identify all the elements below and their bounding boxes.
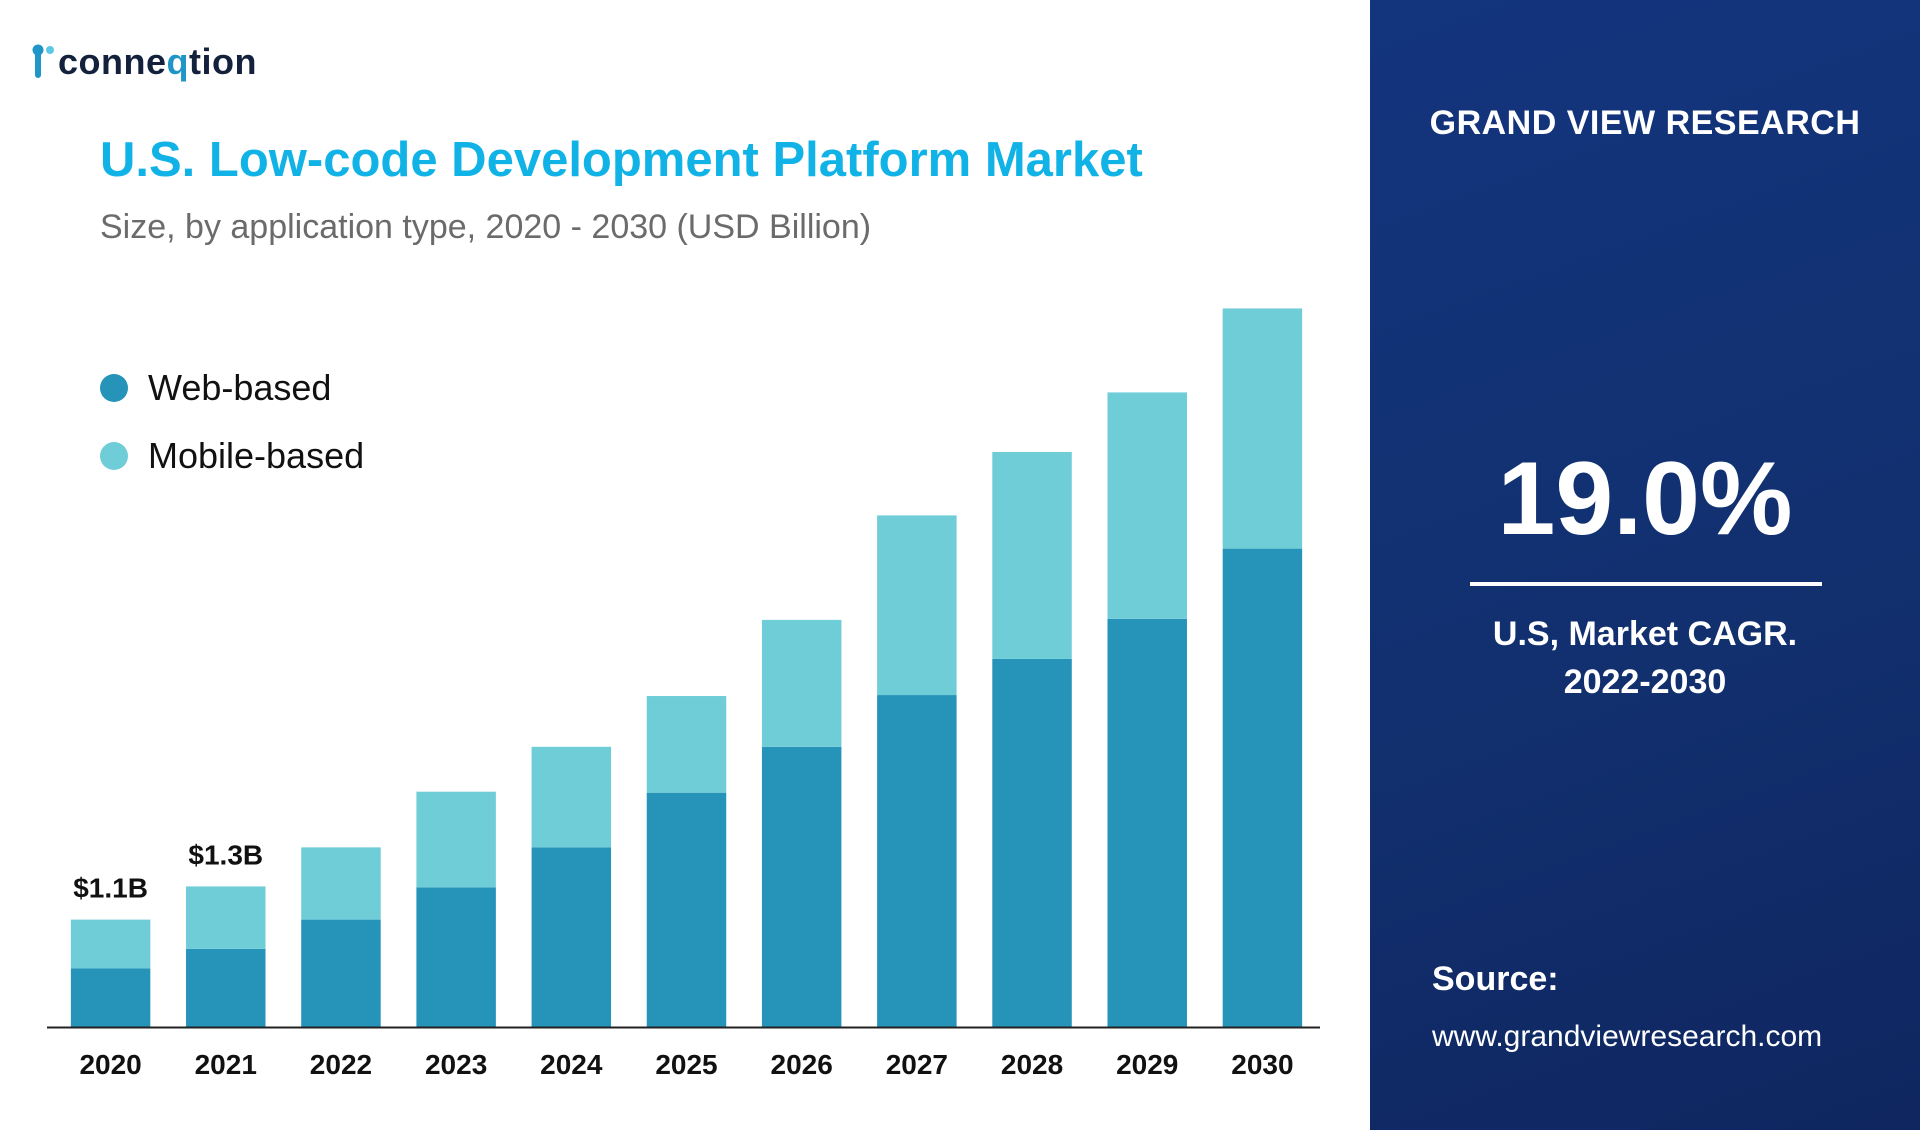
- logo-text-end: tion: [189, 41, 257, 82]
- bar-web-based-2022: [301, 919, 381, 1027]
- x-tick-label-2026: 2026: [771, 1049, 833, 1080]
- bar-mobile-based-2029: [1107, 392, 1187, 619]
- bar-mobile-based-2026: [761, 619, 842, 747]
- x-tick-label-2027: 2027: [886, 1049, 948, 1080]
- cagr-divider: [1470, 582, 1822, 586]
- logo-mark-icon: [32, 42, 56, 82]
- bar-web-based-2029: [1107, 618, 1187, 1027]
- legend-item-mobile-based: Mobile-based: [100, 422, 364, 490]
- bar-mobile-based-2027: [877, 515, 957, 696]
- summary-panel: GRAND VIEW RESEARCH 19.0% U.S, Market CA…: [1370, 0, 1920, 1130]
- bar-web-based-2025: [646, 792, 727, 1027]
- conneqtion-logo: conneqtion: [32, 32, 257, 92]
- cagr-label-line2: 2022-2030: [1563, 663, 1727, 701]
- bar-mobile-based-2020: [70, 919, 151, 969]
- x-tick-label-2030: 2030: [1231, 1049, 1293, 1080]
- bar-web-based-2020: [70, 968, 151, 1027]
- bar-mobile-based-2028: [992, 451, 1072, 659]
- bar-mobile-based-2021: [186, 886, 266, 949]
- x-tick-label-2023: 2023: [425, 1049, 487, 1080]
- cagr-label: U.S, Market CAGR. 2022-2030: [1370, 610, 1920, 706]
- cagr-value: 19.0%: [1497, 441, 1793, 557]
- legend-swatch-web-based: [100, 374, 128, 402]
- bar-web-based-2030: [1222, 548, 1303, 1027]
- logo-text-start: conne: [58, 41, 167, 82]
- brand-name: GRAND VIEW RESEARCH: [1429, 104, 1861, 142]
- legend-swatch-mobile-based: [100, 442, 128, 470]
- chart-title: U.S. Low-code Development Platform Marke…: [100, 133, 1143, 187]
- x-tick-label-2022: 2022: [310, 1049, 372, 1080]
- x-tick-label-2020: 2020: [79, 1049, 141, 1080]
- logo-wordmark: conneqtion: [58, 41, 257, 83]
- legend-item-web-based: Web-based: [100, 354, 364, 422]
- x-tick-label-2028: 2028: [1001, 1049, 1063, 1080]
- source-label: Source:: [1432, 960, 1559, 998]
- data-label-2021: $1.3B: [188, 839, 263, 870]
- bar-web-based-2026: [761, 746, 842, 1027]
- source-url[interactable]: www.grandviewresearch.com: [1432, 1020, 1823, 1053]
- bar-mobile-based-2022: [301, 847, 381, 920]
- bar-mobile-based-2025: [646, 696, 727, 793]
- cagr-label-line1: U.S, Market CAGR.: [1492, 615, 1798, 653]
- data-label-2020: $1.1B: [73, 873, 148, 904]
- x-tick-label-2025: 2025: [655, 1049, 717, 1080]
- bar-mobile-based-2030: [1222, 308, 1303, 549]
- legend-label-mobile-based: Mobile-based: [148, 435, 365, 476]
- chart-panel: conneqtion U.S. Low-code Development Pla…: [32, 32, 1320, 1080]
- bar-mobile-based-2024: [531, 746, 612, 848]
- bar-web-based-2024: [531, 847, 612, 1027]
- logo-text-q: q: [166, 41, 190, 82]
- legend-label-web-based: Web-based: [148, 367, 332, 408]
- bar-web-based-2027: [877, 695, 957, 1027]
- x-tick-label-2021: 2021: [195, 1049, 257, 1080]
- x-tick-label-2024: 2024: [540, 1049, 603, 1080]
- bar-web-based-2021: [186, 948, 266, 1027]
- chart-legend: Web-based Mobile-based: [100, 354, 364, 490]
- chart-subtitle: Size, by application type, 2020 - 2030 (…: [100, 208, 872, 246]
- bar-web-based-2023: [416, 887, 496, 1027]
- x-tick-label-2029: 2029: [1116, 1049, 1178, 1080]
- bar-web-based-2028: [992, 658, 1072, 1027]
- stacked-bar-chart: 2020 $1.1B 2021 $1.3B 2022 2023 2024 2025 2026 20…: [47, 308, 1320, 1080]
- bar-mobile-based-2023: [416, 791, 496, 888]
